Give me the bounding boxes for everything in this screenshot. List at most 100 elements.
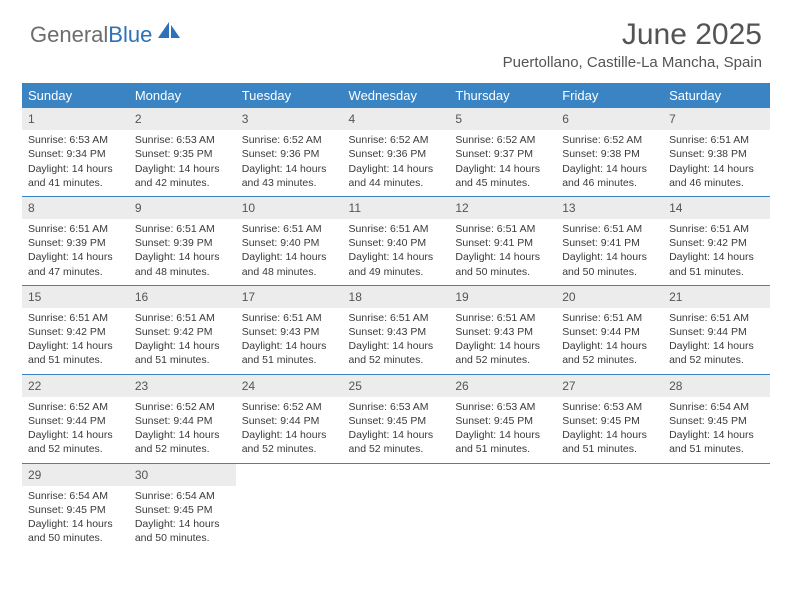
calendar-row: 8Sunrise: 6:51 AMSunset: 9:39 PMDaylight… bbox=[22, 196, 770, 285]
sunset-text: Sunset: 9:45 PM bbox=[135, 503, 230, 517]
daylight-text: Daylight: 14 hours bbox=[135, 339, 230, 353]
day-number: 29 bbox=[22, 464, 129, 486]
calendar-cell: 29Sunrise: 6:54 AMSunset: 9:45 PMDayligh… bbox=[22, 463, 129, 551]
calendar-cell: 5Sunrise: 6:52 AMSunset: 9:37 PMDaylight… bbox=[449, 108, 556, 196]
calendar-cell: ..... bbox=[449, 463, 556, 551]
calendar-cell: 20Sunrise: 6:51 AMSunset: 9:44 PMDayligh… bbox=[556, 285, 663, 374]
day-body: Sunrise: 6:51 AMSunset: 9:38 PMDaylight:… bbox=[663, 130, 770, 196]
sunset-text: Sunset: 9:45 PM bbox=[349, 414, 444, 428]
sunrise-text: Sunrise: 6:53 AM bbox=[135, 133, 230, 147]
day-number: 28 bbox=[663, 375, 770, 397]
calendar-table: Sunday Monday Tuesday Wednesday Thursday… bbox=[22, 83, 770, 551]
day-body: Sunrise: 6:51 AMSunset: 9:40 PMDaylight:… bbox=[236, 219, 343, 285]
day-number: 5 bbox=[449, 108, 556, 130]
daylight-text: and 42 minutes. bbox=[135, 176, 230, 190]
brand-text-1: General bbox=[30, 22, 108, 48]
day-number: 23 bbox=[129, 375, 236, 397]
sunset-text: Sunset: 9:36 PM bbox=[349, 147, 444, 161]
day-number: 12 bbox=[449, 197, 556, 219]
calendar-cell: 2Sunrise: 6:53 AMSunset: 9:35 PMDaylight… bbox=[129, 108, 236, 196]
calendar-cell: ..... bbox=[556, 463, 663, 551]
calendar-cell: 10Sunrise: 6:51 AMSunset: 9:40 PMDayligh… bbox=[236, 196, 343, 285]
calendar-cell: 21Sunrise: 6:51 AMSunset: 9:44 PMDayligh… bbox=[663, 285, 770, 374]
sunrise-text: Sunrise: 6:51 AM bbox=[669, 133, 764, 147]
daylight-text: and 52 minutes. bbox=[242, 442, 337, 456]
sail-icon bbox=[156, 20, 182, 46]
daylight-text: and 51 minutes. bbox=[455, 442, 550, 456]
calendar-cell: ..... bbox=[663, 463, 770, 551]
day-number: 3 bbox=[236, 108, 343, 130]
daylight-text: Daylight: 14 hours bbox=[242, 162, 337, 176]
day-body: Sunrise: 6:51 AMSunset: 9:41 PMDaylight:… bbox=[449, 219, 556, 285]
calendar-cell: 22Sunrise: 6:52 AMSunset: 9:44 PMDayligh… bbox=[22, 374, 129, 463]
sunrise-text: Sunrise: 6:51 AM bbox=[669, 222, 764, 236]
daylight-text: and 48 minutes. bbox=[242, 265, 337, 279]
sunset-text: Sunset: 9:41 PM bbox=[455, 236, 550, 250]
weekday-header-row: Sunday Monday Tuesday Wednesday Thursday… bbox=[22, 83, 770, 108]
brand-logo: GeneralBlue bbox=[30, 22, 182, 48]
sunset-text: Sunset: 9:44 PM bbox=[669, 325, 764, 339]
calendar-cell: 27Sunrise: 6:53 AMSunset: 9:45 PMDayligh… bbox=[556, 374, 663, 463]
calendar-cell: 6Sunrise: 6:52 AMSunset: 9:38 PMDaylight… bbox=[556, 108, 663, 196]
daylight-text: Daylight: 14 hours bbox=[455, 162, 550, 176]
daylight-text: and 52 minutes. bbox=[135, 442, 230, 456]
calendar-cell: 1Sunrise: 6:53 AMSunset: 9:34 PMDaylight… bbox=[22, 108, 129, 196]
calendar-cell: ..... bbox=[236, 463, 343, 551]
calendar-cell: 12Sunrise: 6:51 AMSunset: 9:41 PMDayligh… bbox=[449, 196, 556, 285]
sunrise-text: Sunrise: 6:52 AM bbox=[242, 133, 337, 147]
sunset-text: Sunset: 9:44 PM bbox=[562, 325, 657, 339]
sunrise-text: Sunrise: 6:54 AM bbox=[28, 489, 123, 503]
calendar-cell: 13Sunrise: 6:51 AMSunset: 9:41 PMDayligh… bbox=[556, 196, 663, 285]
sunset-text: Sunset: 9:41 PM bbox=[562, 236, 657, 250]
daylight-text: and 51 minutes. bbox=[135, 353, 230, 367]
daylight-text: Daylight: 14 hours bbox=[135, 517, 230, 531]
daylight-text: and 52 minutes. bbox=[28, 442, 123, 456]
sunset-text: Sunset: 9:45 PM bbox=[455, 414, 550, 428]
daylight-text: and 46 minutes. bbox=[562, 176, 657, 190]
day-number: 15 bbox=[22, 286, 129, 308]
daylight-text: and 52 minutes. bbox=[349, 442, 444, 456]
calendar-cell: 30Sunrise: 6:54 AMSunset: 9:45 PMDayligh… bbox=[129, 463, 236, 551]
day-number: 2 bbox=[129, 108, 236, 130]
sunrise-text: Sunrise: 6:52 AM bbox=[135, 400, 230, 414]
sunrise-text: Sunrise: 6:52 AM bbox=[242, 400, 337, 414]
sunset-text: Sunset: 9:39 PM bbox=[28, 236, 123, 250]
day-body: Sunrise: 6:51 AMSunset: 9:44 PMDaylight:… bbox=[663, 308, 770, 374]
calendar-cell: ..... bbox=[343, 463, 450, 551]
day-number: 14 bbox=[663, 197, 770, 219]
day-number: 6 bbox=[556, 108, 663, 130]
daylight-text: Daylight: 14 hours bbox=[349, 162, 444, 176]
sunrise-text: Sunrise: 6:54 AM bbox=[135, 489, 230, 503]
day-body: Sunrise: 6:52 AMSunset: 9:44 PMDaylight:… bbox=[236, 397, 343, 463]
day-number: 11 bbox=[343, 197, 450, 219]
day-body: Sunrise: 6:53 AMSunset: 9:34 PMDaylight:… bbox=[22, 130, 129, 196]
sunrise-text: Sunrise: 6:52 AM bbox=[349, 133, 444, 147]
daylight-text: and 50 minutes. bbox=[562, 265, 657, 279]
calendar-cell: 4Sunrise: 6:52 AMSunset: 9:36 PMDaylight… bbox=[343, 108, 450, 196]
daylight-text: and 51 minutes. bbox=[242, 353, 337, 367]
daylight-text: and 52 minutes. bbox=[349, 353, 444, 367]
daylight-text: Daylight: 14 hours bbox=[669, 428, 764, 442]
day-number: 19 bbox=[449, 286, 556, 308]
daylight-text: Daylight: 14 hours bbox=[135, 428, 230, 442]
daylight-text: Daylight: 14 hours bbox=[455, 339, 550, 353]
daylight-text: and 50 minutes. bbox=[135, 531, 230, 545]
sunrise-text: Sunrise: 6:51 AM bbox=[242, 222, 337, 236]
sunset-text: Sunset: 9:44 PM bbox=[242, 414, 337, 428]
calendar-cell: 17Sunrise: 6:51 AMSunset: 9:43 PMDayligh… bbox=[236, 285, 343, 374]
sunset-text: Sunset: 9:44 PM bbox=[28, 414, 123, 428]
daylight-text: Daylight: 14 hours bbox=[242, 428, 337, 442]
sunset-text: Sunset: 9:45 PM bbox=[562, 414, 657, 428]
day-number: 22 bbox=[22, 375, 129, 397]
daylight-text: Daylight: 14 hours bbox=[135, 162, 230, 176]
day-body: Sunrise: 6:51 AMSunset: 9:44 PMDaylight:… bbox=[556, 308, 663, 374]
sunrise-text: Sunrise: 6:52 AM bbox=[562, 133, 657, 147]
calendar-cell: 19Sunrise: 6:51 AMSunset: 9:43 PMDayligh… bbox=[449, 285, 556, 374]
calendar-cell: 11Sunrise: 6:51 AMSunset: 9:40 PMDayligh… bbox=[343, 196, 450, 285]
sunset-text: Sunset: 9:45 PM bbox=[669, 414, 764, 428]
sunset-text: Sunset: 9:43 PM bbox=[455, 325, 550, 339]
daylight-text: and 51 minutes. bbox=[669, 442, 764, 456]
sunset-text: Sunset: 9:40 PM bbox=[349, 236, 444, 250]
day-body: Sunrise: 6:54 AMSunset: 9:45 PMDaylight:… bbox=[663, 397, 770, 463]
weekday-header: Friday bbox=[556, 83, 663, 108]
